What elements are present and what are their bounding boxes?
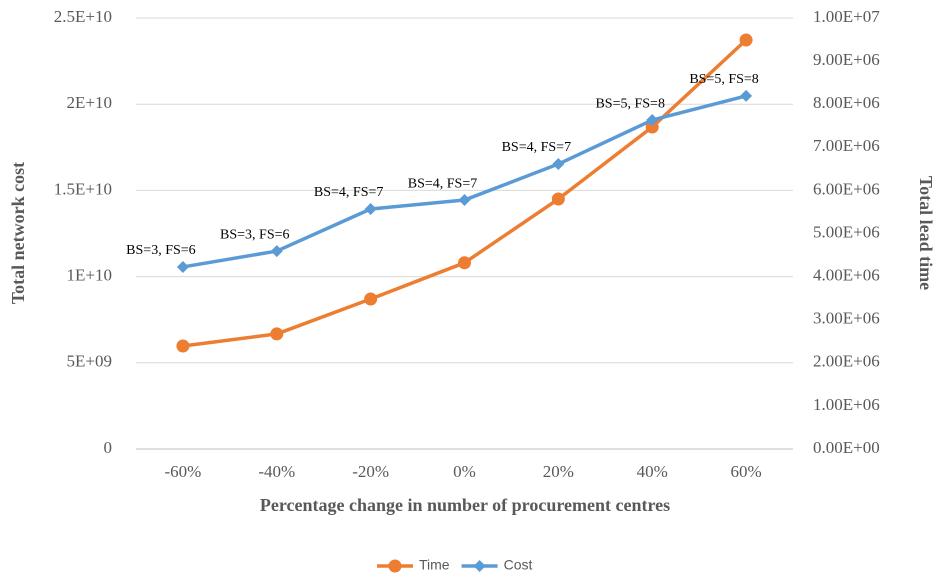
annotation: BS=4, FS=7: [314, 185, 384, 200]
x-tick-label: -40%: [258, 462, 295, 481]
y2-axis-title: Total lead time: [916, 176, 936, 290]
marker: [740, 89, 753, 102]
y2-tick-label: 9.00E+06: [813, 50, 880, 69]
legend-label: Cost: [504, 557, 533, 573]
x-tick-label: -60%: [165, 462, 202, 481]
x-tick-label: 20%: [543, 462, 574, 481]
annotation: BS=5, FS=8: [595, 96, 665, 111]
y-tick-label: 2E+10: [67, 93, 112, 112]
y2-tick-label: 3.00E+06: [813, 309, 880, 328]
marker: [552, 158, 565, 171]
marker: [551, 192, 565, 206]
marker: [176, 339, 190, 353]
y-tick-label: 2.5E+10: [54, 7, 112, 26]
marker: [176, 260, 189, 273]
x-axis-title: Percentage change in number of procureme…: [260, 495, 670, 515]
y-tick-label: 1.5E+10: [54, 179, 112, 198]
marker: [458, 194, 471, 207]
marker: [270, 245, 283, 258]
y-tick-label: 5E+09: [67, 352, 112, 371]
y2-tick-label: 4.00E+06: [813, 266, 880, 285]
marker: [364, 203, 377, 216]
marker: [458, 256, 471, 270]
y2-tick-label: 2.00E+06: [813, 352, 880, 371]
legend-label: Time: [419, 557, 450, 573]
y2-tick-label: 1.00E+06: [813, 395, 880, 414]
x-tick-label: 60%: [730, 462, 761, 481]
y2-tick-label: 0.00E+00: [813, 438, 880, 457]
marker: [473, 560, 486, 572]
x-tick-label: 40%: [637, 462, 668, 481]
y-tick-label: 0: [104, 438, 113, 457]
y-tick-label: 1E+10: [67, 266, 112, 285]
y2-tick-label: 1.00E+07: [813, 7, 880, 26]
y2-tick-label: 8.00E+06: [813, 93, 880, 112]
annotation: BS=3, FS=6: [126, 243, 196, 258]
marker: [645, 120, 659, 134]
annotation: BS=4, FS=7: [408, 176, 478, 191]
series-line: [182, 38, 748, 348]
annotation: BS=5, FS=8: [689, 72, 759, 87]
marker: [739, 33, 753, 47]
marker: [388, 559, 402, 573]
y2-tick-label: 7.00E+06: [813, 136, 880, 155]
y-axis-title: Total network cost: [8, 162, 28, 304]
annotation: BS=3, FS=6: [220, 227, 290, 242]
marker: [270, 327, 284, 341]
annotation: BS=4, FS=7: [502, 140, 572, 155]
marker: [364, 292, 378, 306]
marker: [646, 114, 659, 127]
y2-tick-label: 5.00E+06: [813, 222, 880, 241]
x-tick-label: 0%: [453, 462, 476, 481]
y2-tick-label: 6.00E+06: [813, 179, 880, 198]
x-tick-label: -20%: [352, 462, 389, 481]
